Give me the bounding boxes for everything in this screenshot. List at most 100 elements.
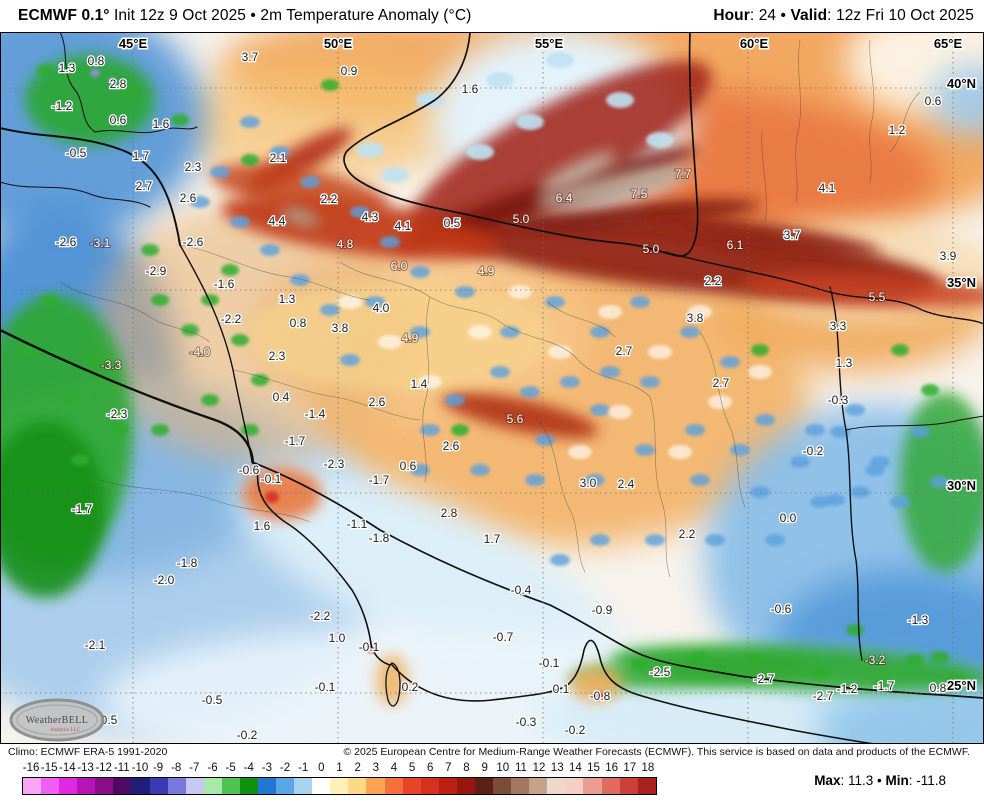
svg-text:WeatherBELL: WeatherBELL xyxy=(26,715,88,726)
legend-color-cell xyxy=(258,778,277,794)
anomaly-value: 1.2 xyxy=(889,123,906,137)
legend-color-cell xyxy=(23,778,42,794)
anomaly-value: -0.1 xyxy=(315,680,336,694)
anomaly-value: 0.0 xyxy=(780,511,797,525)
anomaly-value: 4.9 xyxy=(402,331,419,345)
anomaly-value: 1.4 xyxy=(411,377,428,391)
anomaly-value: -0.6 xyxy=(771,602,792,616)
max-label: Max xyxy=(814,773,841,788)
anomaly-value: -1.1 xyxy=(347,517,368,531)
anomaly-value: 4.0 xyxy=(373,301,390,315)
anomaly-value: 2.4 xyxy=(618,477,635,491)
anomaly-value: -1.7 xyxy=(874,679,895,693)
legend-color-cell xyxy=(402,778,421,794)
anomaly-value: 2.2 xyxy=(679,527,696,541)
anomaly-value: 2.7 xyxy=(713,376,730,390)
anomaly-map: 1.3 0.8 3.7 0.9 1.6 0.6 1.2 2.8 -1.2 0.6 1.6 -0.5 1.… xyxy=(0,0,984,782)
svg-text:Analytics LLC: Analytics LLC xyxy=(50,728,81,733)
anomaly-speckles xyxy=(21,52,964,700)
legend-tick: -1 xyxy=(298,762,309,774)
anomaly-value: -0.8 xyxy=(590,689,611,703)
legend-color-cell xyxy=(474,778,494,794)
anomaly-value: 7.5 xyxy=(631,187,648,201)
anomaly-value: 2.2 xyxy=(705,274,722,288)
legend-color-cell xyxy=(312,778,331,794)
legend-color-cell xyxy=(95,778,114,794)
longitude-label: 55°E xyxy=(535,36,564,51)
legend-color-cell xyxy=(366,778,385,794)
legend-tick: -12 xyxy=(95,762,112,774)
legend-color-cell xyxy=(131,778,150,794)
legend-tick: 8 xyxy=(463,762,470,774)
anomaly-value: 0.8 xyxy=(290,316,307,330)
legend-tick: 4 xyxy=(390,762,398,774)
max-value: : 11.3 • xyxy=(840,773,886,788)
legend-colorbar xyxy=(22,777,657,795)
anomaly-value: 2.6 xyxy=(180,191,197,205)
anomaly-value: -1.2 xyxy=(837,682,858,696)
legend-tick: -9 xyxy=(152,762,164,774)
legend-tick: 17 xyxy=(623,762,637,774)
legend-tick: -11 xyxy=(113,762,130,774)
weatherbell-logo: WeatherBELL Analytics LLC xyxy=(9,698,105,742)
legend-tick: -4 xyxy=(243,762,254,774)
legend-color-cell xyxy=(456,778,475,794)
legend-color-cell xyxy=(511,778,530,794)
legend-color-cell xyxy=(348,778,367,794)
latitude-label: 30°N xyxy=(947,478,976,493)
legend-color-cell xyxy=(294,778,313,794)
anomaly-value: 0.2 xyxy=(402,680,419,694)
anomaly-value: 2.7 xyxy=(136,179,153,193)
anomaly-value: -1.7 xyxy=(369,473,390,487)
legend-color-cell xyxy=(221,778,240,794)
legend-tick: 10 xyxy=(496,762,510,774)
anomaly-value-labels: 1.3 0.8 3.7 0.9 1.6 0.6 1.2 2.8 -1.2 0.6 1.6 -0.5 1.… xyxy=(50,49,958,744)
legend-color-cell xyxy=(438,778,457,794)
legend-color-cell xyxy=(619,778,638,794)
header: ECMWF 0.1° Init 12z 9 Oct 2025 • 2m Temp… xyxy=(0,0,984,32)
anomaly-value: -0.3 xyxy=(828,393,849,407)
anomaly-value: -4.0 xyxy=(190,345,211,359)
legend-tick: -16 xyxy=(22,762,40,774)
valid-value: : 12z Fri 10 Oct 2025 xyxy=(827,7,974,24)
legend-tick: 15 xyxy=(587,762,600,774)
legend-color-cell xyxy=(185,778,204,794)
anomaly-value: -2.2 xyxy=(310,609,331,623)
max-min-readout: Max: 11.3 • Min: -11.8 xyxy=(814,773,946,788)
anomaly-value: 2.3 xyxy=(269,349,286,363)
anomaly-value: 3.7 xyxy=(242,50,259,64)
anomaly-value: 0.5 xyxy=(444,216,461,230)
header-title: ECMWF 0.1° Init 12z 9 Oct 2025 • 2m Temp… xyxy=(18,7,471,25)
legend-color-cell xyxy=(113,778,132,794)
min-label: Min xyxy=(885,773,909,788)
anomaly-value: 0.6 xyxy=(925,94,942,108)
header-valid: Hour: 24 • Valid: 12z Fri 10 Oct 2025 xyxy=(713,7,974,25)
legend-color-cell xyxy=(384,778,403,794)
anomaly-value: 2.3 xyxy=(185,160,202,174)
hour-label: Hour xyxy=(713,7,750,24)
anomaly-value: -1.8 xyxy=(369,531,390,545)
anomaly-value: -2.0 xyxy=(154,573,175,587)
legend-tick: -3 xyxy=(261,762,273,774)
legend-tick: -15 xyxy=(40,762,58,774)
longitude-label: 45°E xyxy=(119,36,148,51)
anomaly-value: -1.8 xyxy=(177,556,198,570)
anomaly-value: -2.7 xyxy=(813,689,834,703)
anomaly-value: -2.9 xyxy=(146,264,167,278)
anomaly-value: 1.6 xyxy=(153,117,170,131)
legend-ticks: -16 -15 -14 -13 -12 -11 -10 -9 -8 -7 -6 -5 -4 -3 -2 -1 0… xyxy=(22,762,657,776)
anomaly-value: 3.3 xyxy=(830,319,847,333)
legend-tick: -8 xyxy=(171,762,182,774)
climo-text: Climo: ECMWF ERA-5 1991-2020 xyxy=(8,746,168,758)
legend-color-cell xyxy=(239,778,259,794)
anomaly-value: -0.7 xyxy=(493,630,514,644)
attribution-bar: Climo: ECMWF ERA-5 1991-2020 © 2025 Euro… xyxy=(0,744,984,760)
anomaly-value: 1.3 xyxy=(836,356,853,370)
anomaly-value: -0.2 xyxy=(803,444,824,458)
legend-tick: 0 xyxy=(318,762,325,774)
legend-color-cell xyxy=(59,778,78,794)
anomaly-value: 5.5 xyxy=(869,290,886,304)
legend-tick: 13 xyxy=(550,762,564,774)
anomaly-value: -2.3 xyxy=(324,457,345,471)
